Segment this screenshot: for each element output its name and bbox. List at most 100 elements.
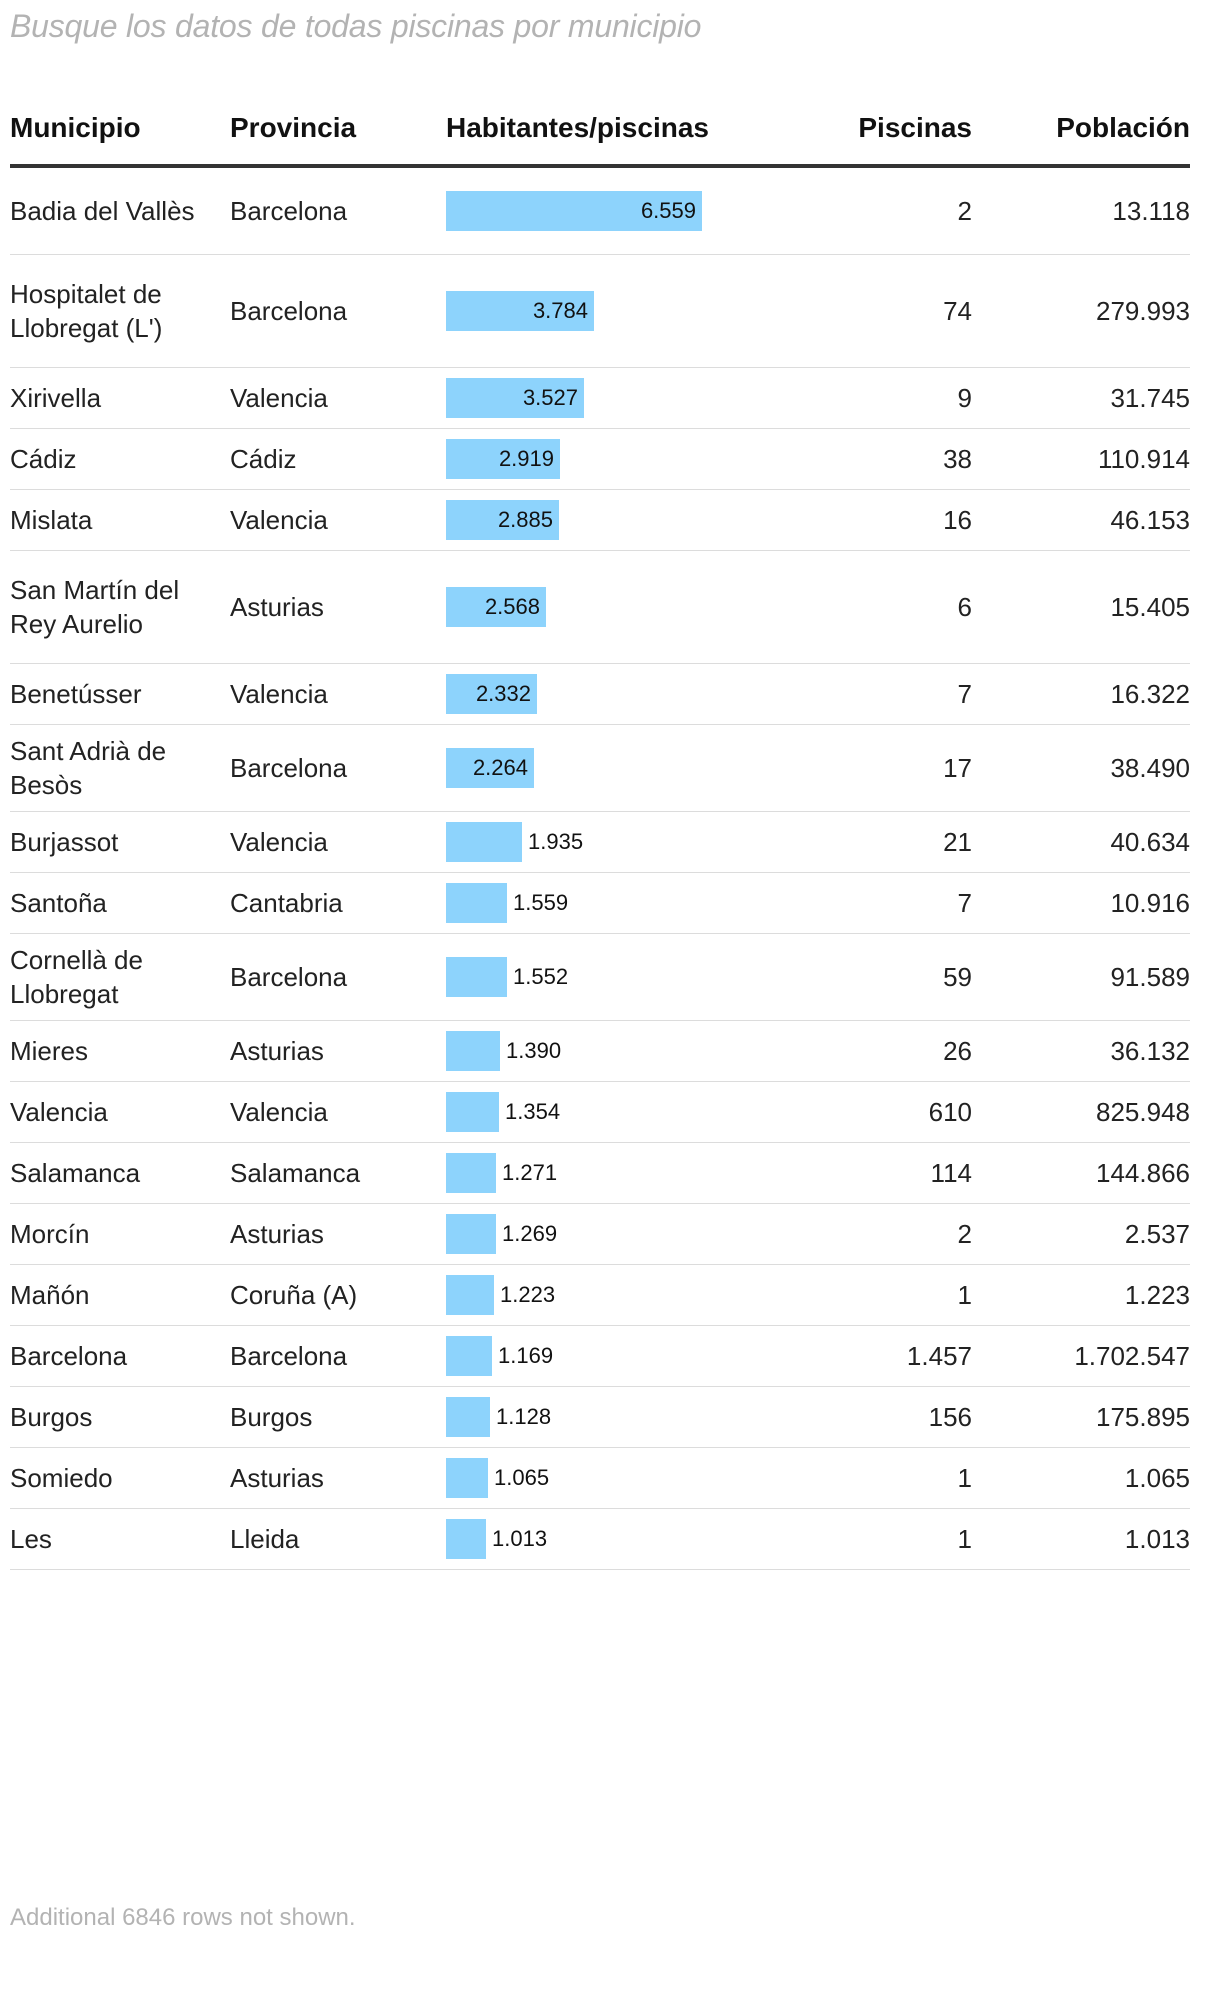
data-table: Municipio Provincia Habitantes/piscinas … [10, 108, 1190, 1570]
bar-value-label: 1.559 [513, 890, 569, 915]
cell-poblacion: 16.322 [1110, 679, 1190, 709]
cell-poblacion: 36.132 [1110, 1036, 1190, 1066]
cell-provincia: Barcelona [230, 196, 348, 226]
cell-poblacion: 38.490 [1110, 753, 1190, 783]
bar [446, 587, 546, 627]
cell-poblacion: 1.223 [1124, 1280, 1190, 1310]
cell-provincia: Lleida [230, 1524, 300, 1554]
table-row: Burgos Burgos 1.128 156 175.895 [10, 1387, 1190, 1448]
bar [446, 674, 537, 714]
cell-poblacion: 40.634 [1110, 827, 1190, 857]
cell-piscinas: 16 [943, 505, 972, 535]
cell-piscinas: 7 [957, 679, 972, 709]
cell-poblacion: 10.916 [1110, 888, 1190, 918]
cell-municipio: Cádiz [10, 444, 77, 474]
cell-piscinas: 38 [943, 444, 972, 474]
cell-piscinas: 7 [957, 888, 972, 918]
cell-piscinas: 21 [943, 827, 972, 857]
bar-value-label: 2.332 [475, 681, 531, 706]
bar-value-label: 1.065 [494, 1465, 550, 1490]
bar [446, 1153, 496, 1193]
cell-habitantes-piscinas: 1.935 [446, 822, 846, 862]
cell-municipio: Sant Adrià de Besòs [10, 736, 167, 800]
column-header-piscinas[interactable]: Piscinas [858, 112, 972, 143]
bar [446, 1458, 488, 1498]
cell-municipio: Mieres [10, 1036, 89, 1066]
bar [446, 748, 534, 788]
cell-municipio: Somiedo [10, 1463, 113, 1493]
bar [446, 1031, 500, 1071]
bar [446, 1336, 492, 1376]
cell-provincia: Barcelona [230, 753, 348, 783]
table-row: Mislata Valencia 2.885 16 46.153 [10, 490, 1190, 551]
cell-municipio: Mislata [10, 505, 93, 535]
cell-provincia: Valencia [230, 679, 328, 709]
table-row: Sant Adrià de Besòs Barcelona 2.264 17 38.49… [10, 725, 1190, 812]
cell-provincia: Asturias [230, 1036, 324, 1066]
bar [446, 883, 507, 923]
bar [446, 439, 560, 479]
bar-value-label: 1.935 [528, 829, 584, 854]
cell-municipio: Hospitalet de Llobregat (L') [10, 279, 163, 343]
bar [446, 957, 507, 997]
table-row: Xirivella Valencia 3.527 9 31.745 [10, 368, 1190, 429]
cell-habitantes-piscinas: 1.271 [446, 1153, 846, 1193]
cell-habitantes-piscinas: 1.223 [446, 1275, 846, 1315]
cell-habitantes-piscinas: 1.013 [446, 1519, 846, 1559]
cell-provincia: Cádiz [230, 444, 297, 474]
table-row: Morcín Asturias 1.269 2 2.537 [10, 1204, 1190, 1265]
cell-provincia: Barcelona [230, 296, 348, 326]
cell-municipio: San Martín del Rey Aurelio [10, 575, 180, 639]
cell-habitantes-piscinas: 3.527 [446, 378, 846, 418]
cell-municipio: Mañón [10, 1280, 90, 1310]
column-header-municipio[interactable]: Municipio [10, 112, 141, 143]
table-row: Cádiz Cádiz 2.919 38 110.914 [10, 429, 1190, 490]
table-row: Cornellà de Llobregat Barcelona 1.552 59 91.… [10, 934, 1190, 1021]
cell-poblacion: 2.537 [1124, 1219, 1190, 1249]
cell-provincia: Asturias [230, 1463, 324, 1493]
cell-poblacion: 15.405 [1110, 592, 1190, 622]
table-row: Barcelona Barcelona 1.169 1.457 1.702.547 [10, 1326, 1190, 1387]
column-header-habitantes-piscinas[interactable]: Habitantes/piscinas [446, 112, 709, 143]
table-row: Mañón Coruña (A) 1.223 1 1.223 [10, 1265, 1190, 1326]
cell-habitantes-piscinas: 1.128 [446, 1397, 846, 1437]
bar [446, 378, 584, 418]
cell-municipio: Benetússer [10, 679, 142, 709]
cell-habitantes-piscinas: 2.332 [446, 674, 846, 714]
cell-piscinas: 1 [957, 1280, 972, 1310]
cell-provincia: Asturias [230, 1219, 324, 1249]
cell-habitantes-piscinas: 2.264 [446, 748, 846, 788]
table-row: Santoña Cantabria 1.559 7 10.916 [10, 873, 1190, 934]
table-row: Mieres Asturias 1.390 26 36.132 [10, 1021, 1190, 1082]
cell-provincia: Coruña (A) [230, 1280, 358, 1310]
bar [446, 1214, 496, 1254]
rows-not-shown-note: Additional 6846 rows not shown. [10, 1904, 356, 1931]
bar-value-label: 2.919 [498, 446, 554, 471]
bar [446, 1092, 499, 1132]
cell-piscinas: 9 [957, 383, 972, 413]
cell-habitantes-piscinas: 1.552 [446, 957, 846, 997]
bar [446, 822, 522, 862]
table-row: Hospitalet de Llobregat (L') Barcelona 3.7… [10, 255, 1190, 368]
cell-provincia: Valencia [230, 827, 328, 857]
cell-provincia: Barcelona [230, 962, 348, 992]
cell-habitantes-piscinas: 1.169 [446, 1336, 846, 1376]
column-header-provincia[interactable]: Provincia [230, 112, 357, 143]
cell-municipio: Burgos [10, 1402, 93, 1432]
search-input[interactable]: Busque los datos de todas piscinas por m… [10, 8, 702, 44]
cell-piscinas: 1.457 [906, 1341, 972, 1371]
cell-poblacion: 1.065 [1124, 1463, 1190, 1493]
bar [446, 1275, 494, 1315]
bar [446, 1519, 486, 1559]
bar-value-label: 1.269 [502, 1221, 558, 1246]
cell-piscinas: 1 [957, 1463, 972, 1493]
bar-value-label: 1.223 [500, 1282, 556, 1307]
cell-municipio: Morcín [10, 1219, 90, 1249]
cell-piscinas: 114 [930, 1158, 972, 1188]
cell-provincia: Burgos [230, 1402, 313, 1432]
column-header-poblacion[interactable]: Población [1056, 112, 1190, 143]
cell-piscinas: 2 [957, 1219, 972, 1249]
bar-value-label: 3.784 [532, 298, 588, 323]
cell-municipio: Valencia [10, 1097, 108, 1127]
cell-habitantes-piscinas: 1.559 [446, 883, 846, 923]
